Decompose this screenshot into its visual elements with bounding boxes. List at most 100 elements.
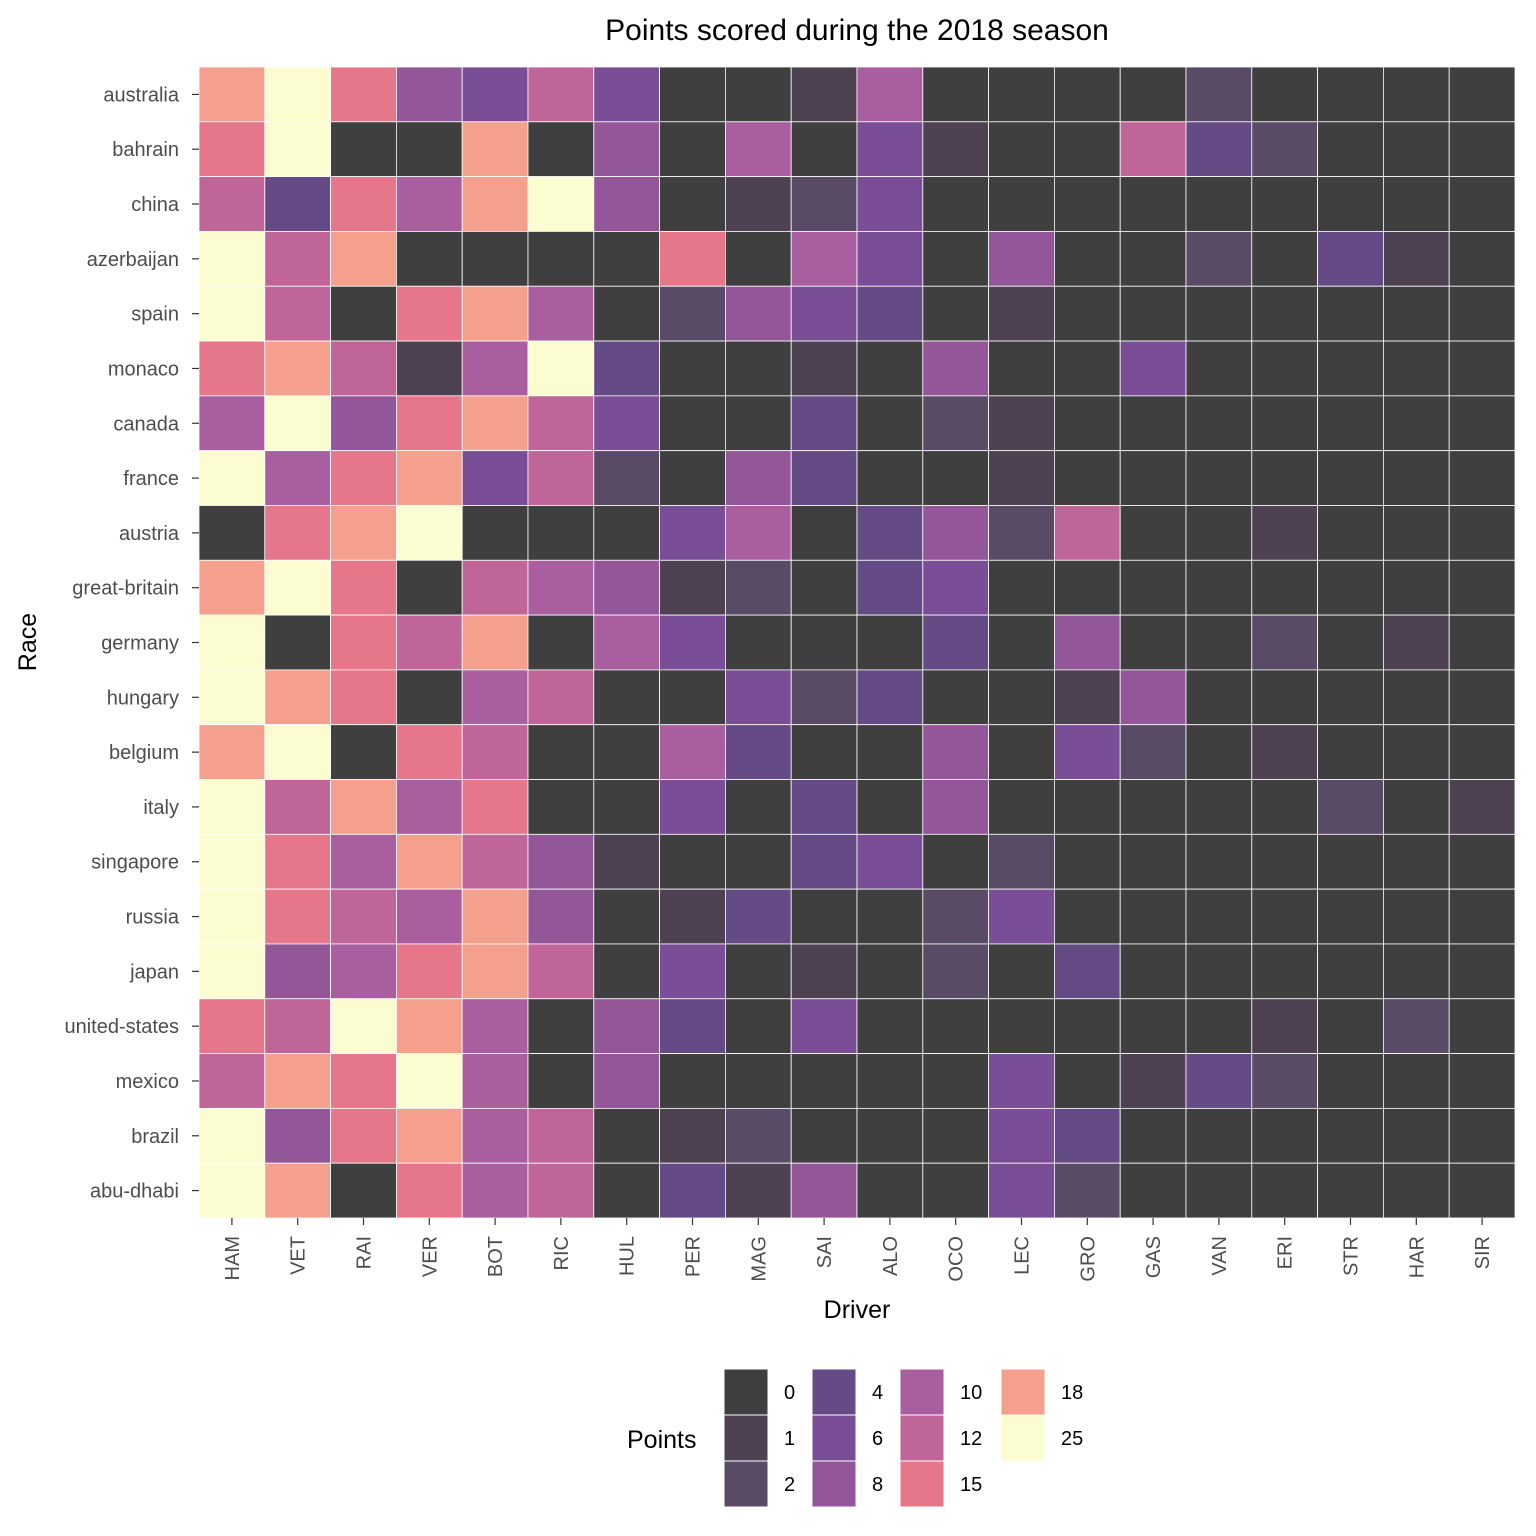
heatmap-cell — [198, 614, 266, 671]
heatmap-cell — [527, 231, 595, 287]
heatmap-cell — [725, 669, 792, 726]
heatmap-cell — [593, 833, 660, 890]
heatmap-cell — [1054, 888, 1121, 945]
heatmap-cell — [790, 285, 858, 342]
heatmap-cell — [593, 614, 660, 671]
heatmap-cell — [856, 285, 924, 342]
heatmap-cell — [593, 998, 660, 1054]
heatmap-cell — [856, 998, 924, 1054]
heatmap-cell — [725, 559, 792, 616]
heatmap-cell — [461, 66, 529, 123]
heatmap-cell — [1185, 505, 1253, 561]
heatmap-cell — [198, 1162, 266, 1219]
heatmap-cell — [527, 943, 595, 1000]
heatmap-cell — [1251, 1162, 1319, 1219]
heatmap-cell — [1251, 121, 1319, 178]
heatmap-cell — [330, 66, 397, 123]
heatmap-cell — [527, 724, 595, 780]
heatmap-cell — [922, 833, 989, 890]
heatmap-cell — [461, 559, 529, 616]
heatmap-cell — [461, 450, 529, 506]
heatmap-cell — [1383, 505, 1450, 561]
legend-swatch — [723, 1368, 769, 1416]
heatmap-cell — [659, 176, 726, 232]
heatmap-cell — [395, 231, 463, 287]
legend-swatch — [899, 1460, 945, 1508]
heatmap-cell — [527, 395, 595, 452]
heatmap-cell — [1054, 833, 1121, 890]
legend-swatch — [811, 1414, 857, 1462]
x-tick-label: VAN — [1209, 1236, 1231, 1276]
heatmap-cell — [330, 998, 397, 1054]
y-tick-label: hungary — [107, 687, 179, 709]
legend-label: 8 — [872, 1474, 883, 1496]
heatmap-cell — [1383, 833, 1450, 890]
heatmap-cell — [593, 724, 660, 780]
heatmap-cell — [790, 614, 858, 671]
x-tick-label: GAS — [1143, 1236, 1165, 1278]
heatmap-cell — [988, 559, 1055, 616]
heatmap-cell — [856, 395, 924, 452]
x-tick-label: OCO — [946, 1236, 968, 1282]
heatmap-cell — [856, 779, 924, 835]
heatmap-cell — [1383, 121, 1450, 178]
heatmap-cell — [1383, 66, 1450, 123]
heatmap-cell — [1185, 1162, 1253, 1219]
heatmap-cell — [330, 1107, 397, 1164]
heatmap-cell — [1448, 176, 1516, 232]
heatmap-cell — [1317, 450, 1384, 506]
heatmap-cell — [856, 559, 924, 616]
x-tick-label: HAR — [1406, 1236, 1428, 1278]
heatmap-cell — [264, 833, 331, 890]
heatmap-cell — [1054, 285, 1121, 342]
heatmap-cell — [1185, 724, 1253, 780]
heatmap-cell — [988, 779, 1055, 835]
heatmap-cell — [593, 340, 660, 397]
heatmap-cell — [856, 1162, 924, 1219]
heatmap-cell — [1383, 998, 1450, 1054]
heatmap-cell — [659, 231, 726, 287]
heatmap-cell — [527, 1107, 595, 1164]
heatmap-cell — [1317, 559, 1384, 616]
heatmap-cell — [922, 998, 989, 1054]
heatmap-cell — [922, 66, 989, 123]
heatmap-cell — [593, 395, 660, 452]
heatmap-cell — [790, 176, 858, 232]
heatmap-cell — [198, 176, 266, 232]
heatmap-cell — [922, 1053, 989, 1109]
y-tick-label: austria — [119, 523, 180, 545]
heatmap-cell — [1054, 66, 1121, 123]
heatmap-cell — [1448, 669, 1516, 726]
heatmap-cell — [1054, 231, 1121, 287]
x-tick-label: GRO — [1077, 1236, 1099, 1282]
legend-label: 15 — [960, 1474, 982, 1496]
heatmap-cell — [264, 614, 331, 671]
heatmap-cell — [330, 888, 397, 945]
heatmap-cell — [725, 724, 792, 780]
heatmap-cell — [1448, 998, 1516, 1054]
legend-label: 12 — [960, 1428, 982, 1450]
heatmap-cell — [1119, 559, 1187, 616]
heatmap-cell — [856, 340, 924, 397]
heatmap-cell — [1383, 614, 1450, 671]
heatmap-cell — [1185, 998, 1253, 1054]
heatmap-cell — [1119, 614, 1187, 671]
heatmap-cell — [922, 450, 989, 506]
heatmap-cell — [593, 1107, 660, 1164]
heatmap-cell — [988, 943, 1055, 1000]
y-tick-label: belgium — [109, 742, 179, 764]
heatmap-cell — [1185, 176, 1253, 232]
heatmap-cell — [395, 450, 463, 506]
y-tick-label: italy — [143, 797, 179, 819]
heatmap-cell — [1251, 943, 1319, 1000]
x-tick-label: SIR — [1472, 1236, 1494, 1269]
heatmap-cell — [395, 833, 463, 890]
heatmap-cell — [1185, 395, 1253, 452]
heatmap-cell — [593, 505, 660, 561]
heatmap-cell — [856, 724, 924, 780]
heatmap-cell — [1317, 1053, 1384, 1109]
heatmap-cell — [461, 614, 529, 671]
heatmap-cell — [330, 724, 397, 780]
x-tick-label: HAM — [222, 1236, 244, 1280]
